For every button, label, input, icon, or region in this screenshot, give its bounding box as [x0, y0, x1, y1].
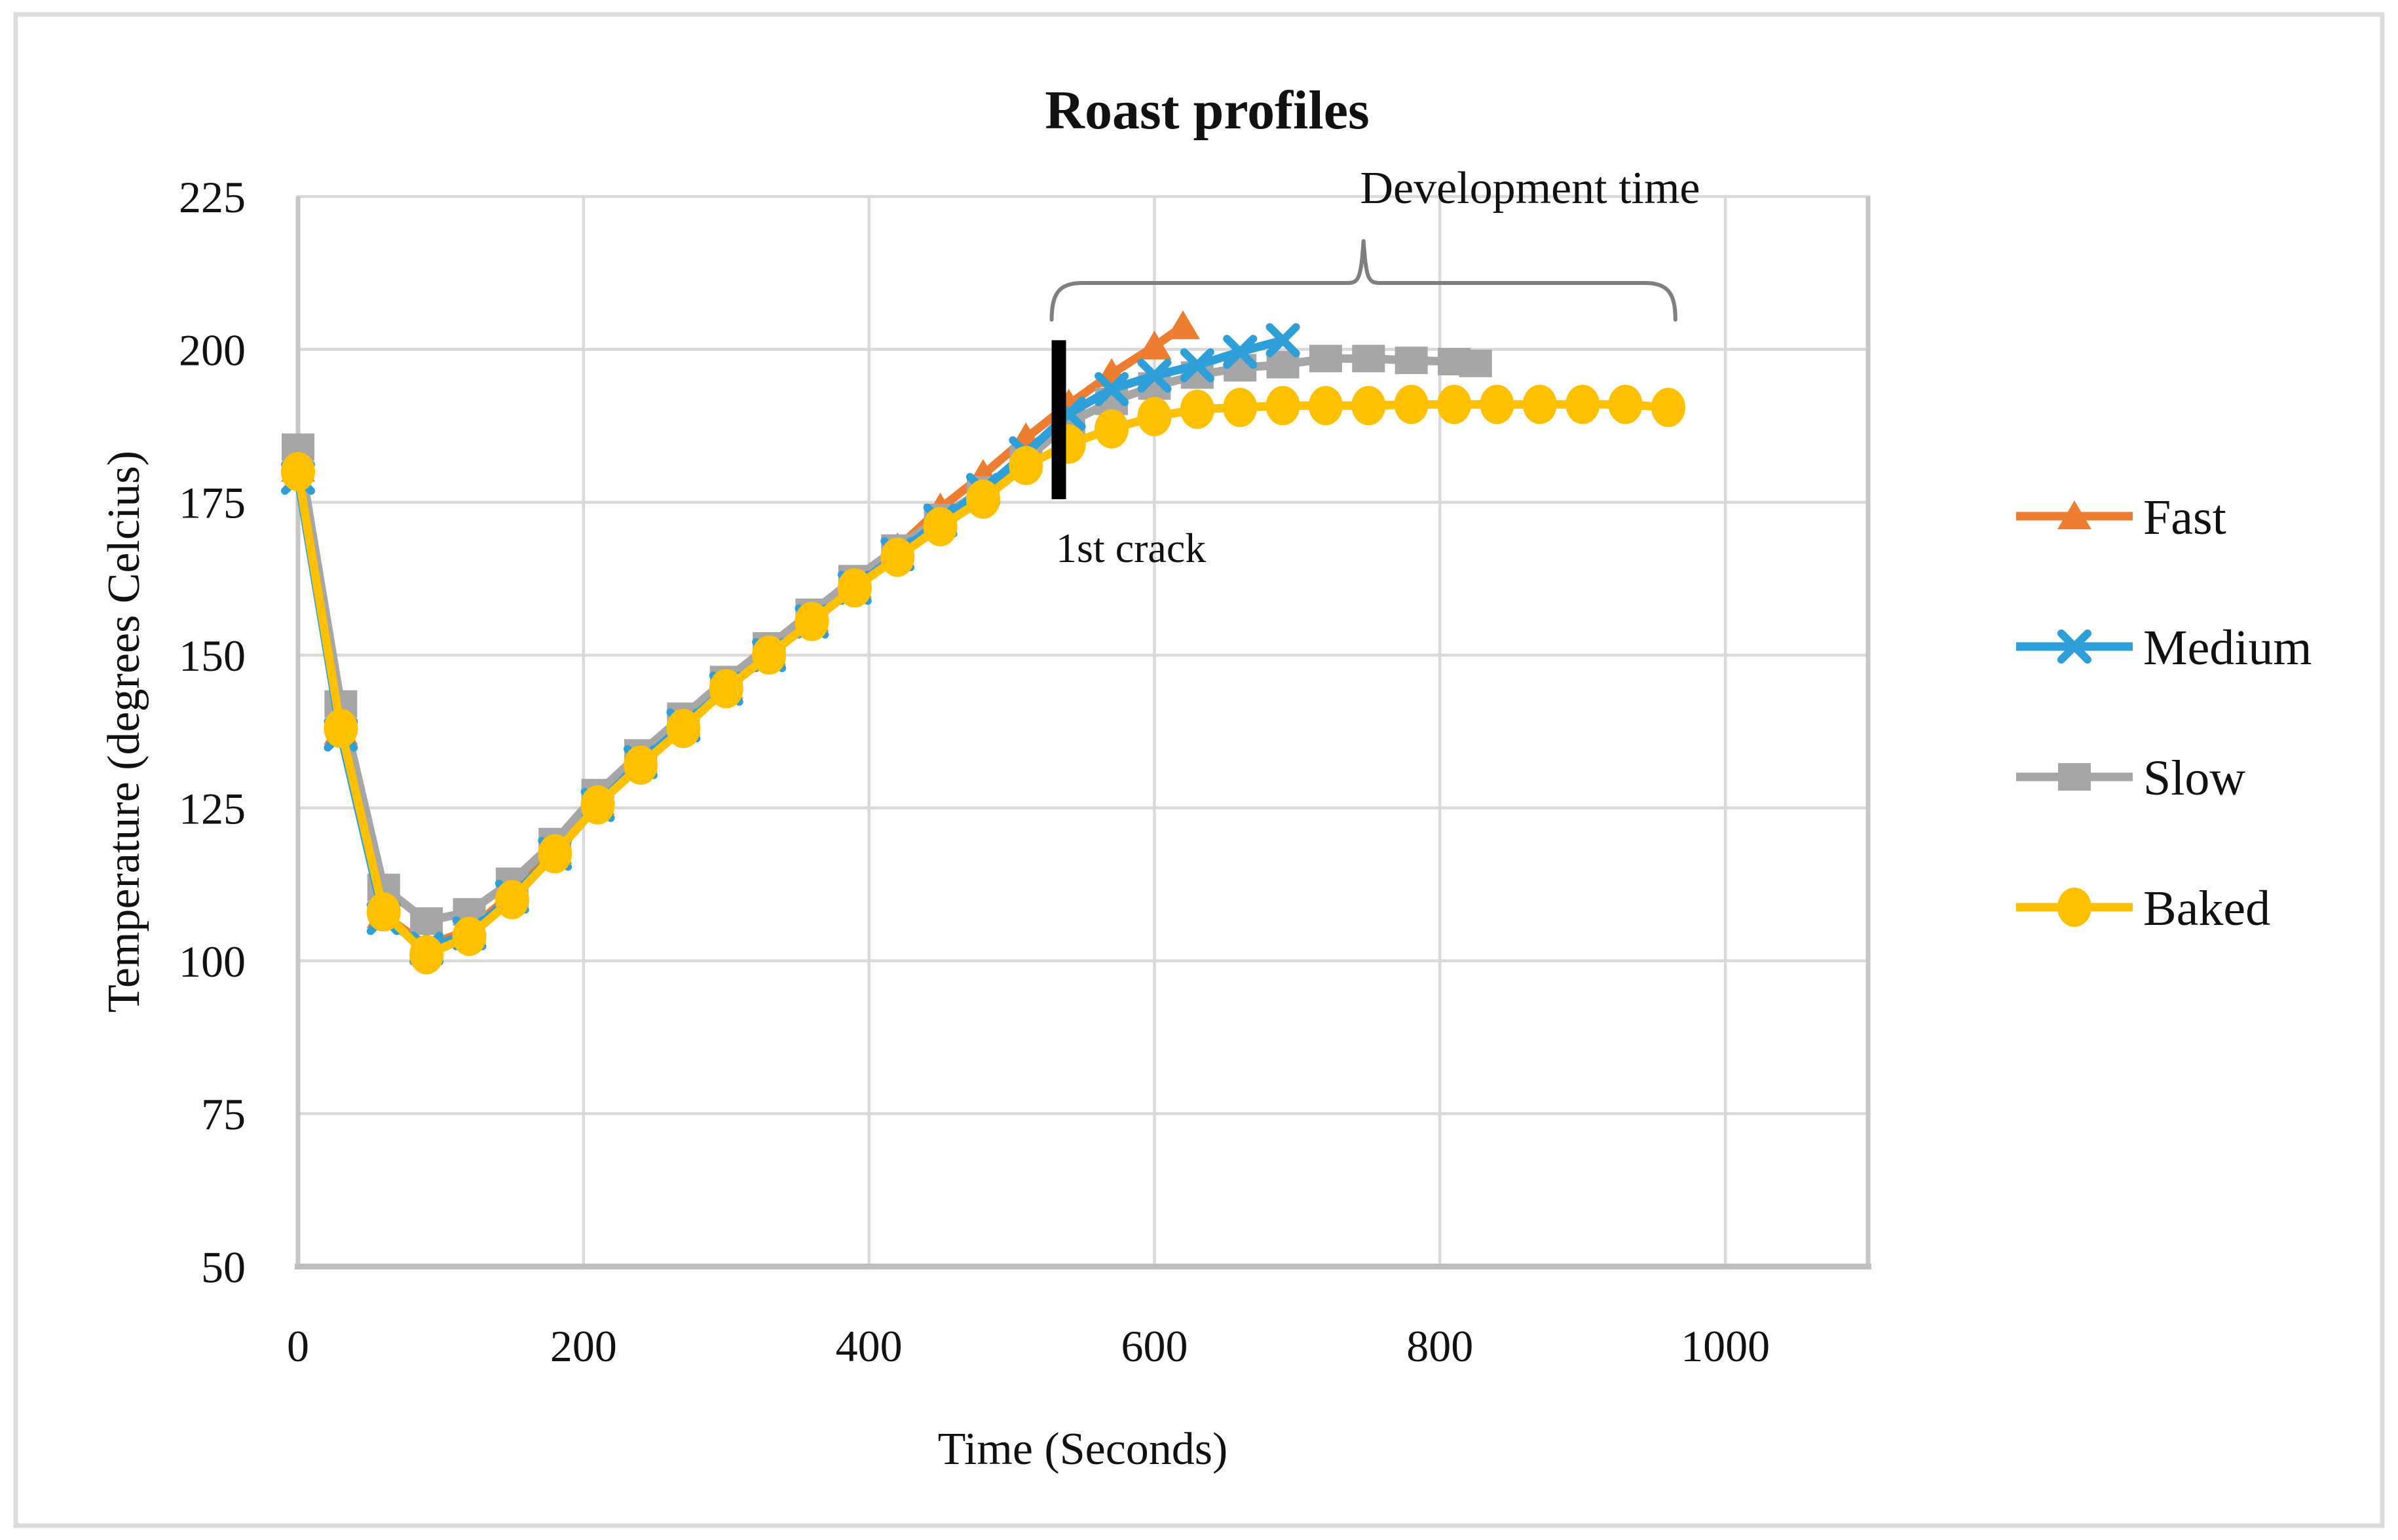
legend-item-baked: Baked	[2016, 881, 2270, 936]
circle-marker	[1351, 386, 1386, 426]
y-tick-label: 100	[179, 937, 246, 986]
circle-marker	[409, 935, 444, 975]
legend-item-fast: Fast	[2016, 490, 2226, 545]
development-time-label: Development time	[1360, 163, 1700, 214]
circle-marker	[1095, 409, 1129, 449]
y-tick-label: 225	[179, 172, 246, 222]
y-tick-label: 75	[201, 1089, 246, 1139]
triangle-marker	[1137, 330, 1172, 360]
circle-marker	[366, 892, 401, 932]
circle-marker	[837, 568, 872, 608]
circle-marker	[1394, 385, 1429, 424]
triangle-marker	[2057, 500, 2091, 529]
x-marker	[1180, 348, 1214, 383]
circle-marker	[495, 880, 529, 920]
legend-label: Baked	[2143, 881, 2270, 936]
x-tick-label: 1000	[1681, 1321, 1770, 1371]
y-tick-label: 150	[179, 631, 246, 681]
figure-border	[13, 12, 2385, 1528]
circle-marker	[1522, 385, 1557, 424]
circle-marker	[752, 635, 787, 675]
square-marker	[410, 907, 443, 935]
x-axis-title: Time (Seconds)	[938, 1424, 1228, 1474]
x-marker	[1095, 372, 1129, 407]
circle-marker	[1180, 389, 1214, 429]
annotations: Development time 1st crack	[1049, 163, 1700, 571]
circle-marker	[538, 834, 572, 874]
legend-item-slow: Slow	[2016, 751, 2245, 806]
y-tick-label: 50	[201, 1243, 246, 1292]
legend-label: Slow	[2143, 751, 2245, 806]
axes	[295, 197, 1871, 1269]
square-marker	[1459, 349, 1492, 377]
legend-label: Fast	[2143, 490, 2226, 545]
circle-marker	[1137, 397, 1172, 437]
series-line-medium	[293, 335, 1288, 953]
x-tick-label: 400	[836, 1321, 903, 1371]
legend: Fast Medium Slow Baked	[2016, 490, 2312, 936]
x-tick-label: 0	[287, 1321, 309, 1371]
x-marker	[1265, 323, 1300, 358]
circle-marker	[281, 452, 315, 492]
y-axis-title: Temperature (degrees Celcius)	[99, 451, 149, 1013]
circle-marker	[666, 709, 701, 749]
x-axis-tick-labels: 0 200 400 600 800 1000	[287, 1321, 1770, 1371]
first-crack-marker-bar	[1051, 340, 1066, 500]
x-tick-label: 600	[1121, 1321, 1188, 1371]
circle-marker	[1265, 386, 1300, 426]
circle-marker	[1437, 385, 1472, 424]
x-marker	[1137, 358, 1172, 393]
data-series	[281, 310, 1685, 975]
circle-marker	[2057, 888, 2091, 927]
y-axis-tick-labels: 225 200 175 150 125 100 75 50	[179, 172, 246, 1292]
circle-marker	[795, 601, 829, 641]
circle-marker	[1565, 385, 1600, 424]
circle-marker	[1009, 445, 1043, 485]
circle-marker	[623, 745, 658, 785]
legend-item-medium: Medium	[2016, 620, 2312, 675]
circle-marker	[709, 669, 743, 709]
circle-marker	[1308, 386, 1343, 426]
circle-marker	[880, 537, 915, 577]
series-line-slow	[293, 354, 1480, 926]
series-baked	[281, 385, 1685, 975]
series-slow	[282, 345, 1492, 935]
first-crack-label: 1st crack	[1056, 525, 1206, 571]
square-marker	[2058, 763, 2091, 791]
x-marker	[2057, 629, 2091, 664]
square-marker	[1395, 347, 1428, 375]
x-marker	[1223, 335, 1258, 369]
square-marker	[1352, 345, 1385, 373]
y-tick-label: 125	[179, 783, 246, 833]
legend-label: Medium	[2143, 620, 2312, 675]
circle-marker	[324, 709, 358, 749]
y-tick-label: 175	[179, 478, 246, 528]
circle-marker	[923, 507, 958, 547]
square-marker	[1309, 345, 1342, 373]
circle-marker	[1223, 388, 1258, 428]
circle-marker	[1608, 385, 1643, 424]
gridlines	[297, 195, 1870, 1267]
series-line-fast	[293, 322, 1188, 950]
circle-marker	[452, 916, 487, 956]
development-time-brace	[1049, 239, 1677, 322]
x-tick-label: 200	[550, 1321, 617, 1371]
y-tick-label: 200	[179, 325, 246, 375]
circle-marker	[580, 785, 615, 825]
chart-title: Roast profiles	[1045, 80, 1369, 141]
circle-marker	[965, 479, 1000, 519]
circle-marker	[1480, 385, 1514, 424]
triangle-marker	[1166, 310, 1201, 339]
x-tick-label: 800	[1406, 1321, 1473, 1371]
circle-marker	[1651, 388, 1685, 428]
